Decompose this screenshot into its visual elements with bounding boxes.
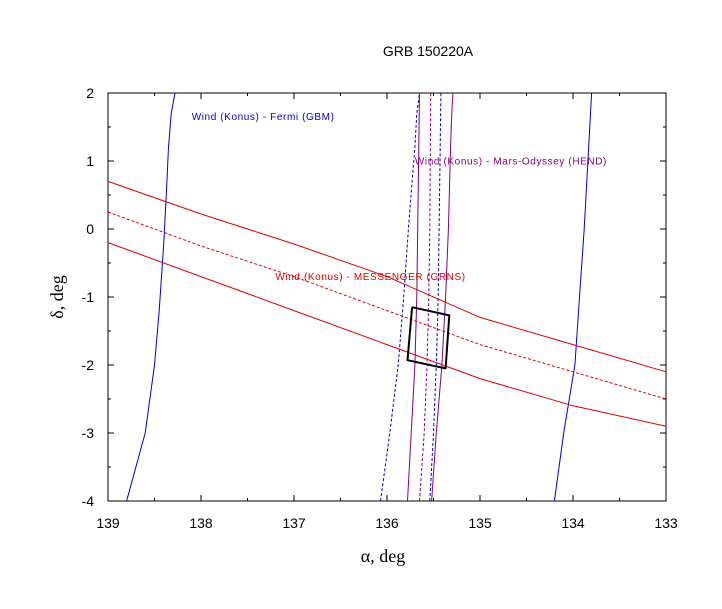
annotations: Wind (Konus) - Fermi (GBM) Wind (Konus) -… bbox=[192, 112, 607, 283]
y-axis-title: δ, deg bbox=[47, 275, 67, 318]
x-tick-label: 137 bbox=[282, 515, 306, 531]
mars-curve-3 bbox=[431, 92, 454, 502]
fermi-curve-6 bbox=[429, 92, 442, 502]
box-curve-10 bbox=[406, 306, 451, 370]
y-tick-labels: 2 1 0 -1 -2 -3 -4 bbox=[82, 85, 95, 509]
mars-curve-2 bbox=[407, 92, 420, 502]
messenger-curve-7 bbox=[107, 180, 667, 373]
y-tick-label: -4 bbox=[82, 493, 95, 509]
y-tick-label: -2 bbox=[82, 357, 95, 373]
x-axis-title: α, deg bbox=[361, 546, 405, 566]
x-tick-label: 136 bbox=[375, 515, 399, 531]
annotation-label: Wind (Konus) - MESSENGER (GRNS) bbox=[275, 272, 465, 283]
y-tick-label: -3 bbox=[82, 425, 95, 441]
messenger-curve-9 bbox=[107, 242, 667, 427]
series-layer bbox=[107, 92, 667, 502]
x-tick-label: 138 bbox=[189, 515, 213, 531]
y-tick-label: 1 bbox=[86, 153, 94, 169]
x-tick-label: 135 bbox=[468, 515, 492, 531]
ticks bbox=[107, 92, 667, 502]
annotation-label: Wind (Konus) - Fermi (GBM) bbox=[192, 112, 335, 123]
fermi-curve-1 bbox=[553, 92, 593, 502]
y-tick-label: 0 bbox=[86, 221, 94, 237]
fermi-curve-0 bbox=[126, 92, 176, 502]
y-tick-label: -1 bbox=[82, 289, 95, 305]
x-tick-label: 133 bbox=[654, 515, 678, 531]
chart-title: GRB 150220A bbox=[383, 43, 474, 59]
x-tick-label: 139 bbox=[96, 515, 120, 531]
mars-curve-4 bbox=[419, 92, 432, 502]
y-tick-label: 2 bbox=[86, 85, 94, 101]
fermi-curve-5 bbox=[380, 92, 420, 502]
x-tick-label: 134 bbox=[561, 515, 585, 531]
x-tick-labels: 139 138 137 136 135 134 133 bbox=[96, 515, 678, 531]
plot-frame bbox=[107, 92, 667, 502]
messenger-curve-8 bbox=[107, 211, 667, 400]
annotation-label: Wind (Konus) - Mars-Odyssey (HEND) bbox=[415, 156, 607, 167]
